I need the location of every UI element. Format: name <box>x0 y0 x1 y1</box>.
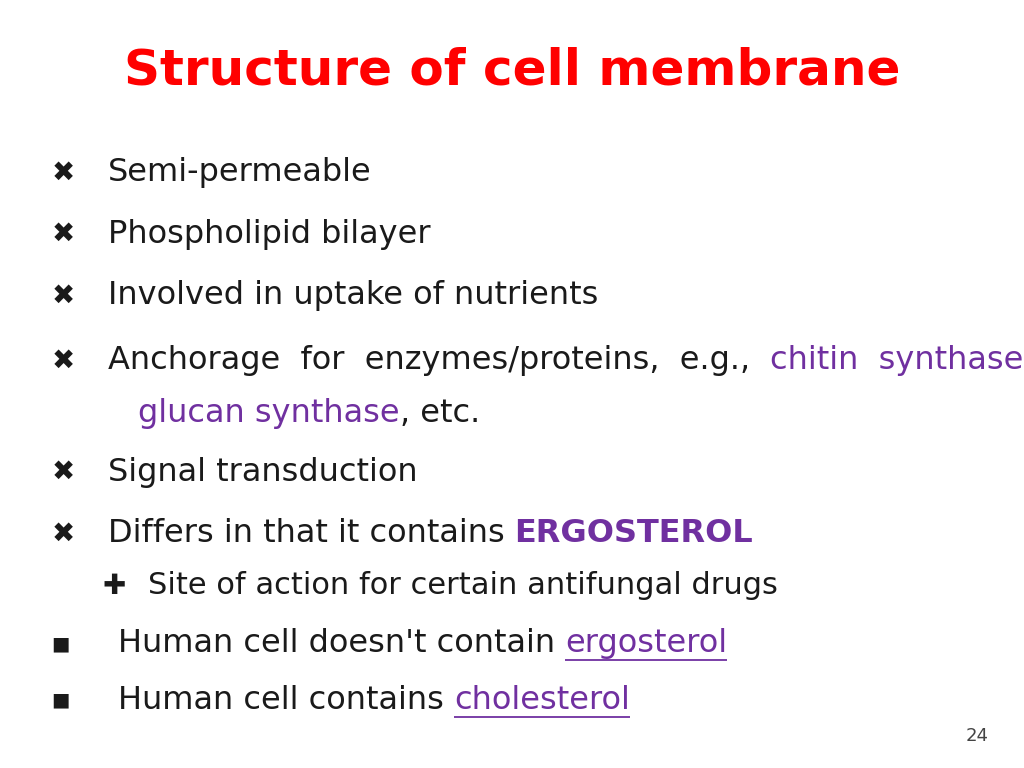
Text: ✖: ✖ <box>51 520 75 548</box>
Text: Signal transduction: Signal transduction <box>108 457 417 488</box>
Text: Semi-permeable: Semi-permeable <box>108 157 372 188</box>
Text: ERGOSTEROL: ERGOSTEROL <box>514 518 753 549</box>
Text: ✖: ✖ <box>51 220 75 248</box>
Text: ✚: ✚ <box>102 572 126 600</box>
Text: Involved in uptake of nutrients: Involved in uptake of nutrients <box>108 280 598 311</box>
Text: Anchorage  for  enzymes/proteins,  e.g.,: Anchorage for enzymes/proteins, e.g., <box>108 346 770 376</box>
Text: glucan synthase: glucan synthase <box>138 398 399 429</box>
Text: ✖: ✖ <box>51 347 75 375</box>
Text: Site of action for certain antifungal drugs: Site of action for certain antifungal dr… <box>148 571 778 601</box>
Text: ■: ■ <box>51 634 70 653</box>
Text: , etc.: , etc. <box>399 398 480 429</box>
Text: cholesterol: cholesterol <box>454 685 630 716</box>
Text: Structure of cell membrane: Structure of cell membrane <box>124 47 900 94</box>
Text: 24: 24 <box>966 727 988 745</box>
Text: Differs in that it contains: Differs in that it contains <box>108 518 514 549</box>
Text: ✖: ✖ <box>51 159 75 187</box>
Text: Human cell doesn't contain: Human cell doesn't contain <box>118 628 565 659</box>
Text: Human cell contains: Human cell contains <box>118 685 454 716</box>
Text: ✖: ✖ <box>51 458 75 486</box>
Text: Phospholipid bilayer: Phospholipid bilayer <box>108 219 430 250</box>
Text: ergosterol: ergosterol <box>565 628 727 659</box>
Text: chitin  synthase: chitin synthase <box>770 346 1023 376</box>
Text: ✖: ✖ <box>51 282 75 310</box>
Text: ■: ■ <box>51 691 70 710</box>
